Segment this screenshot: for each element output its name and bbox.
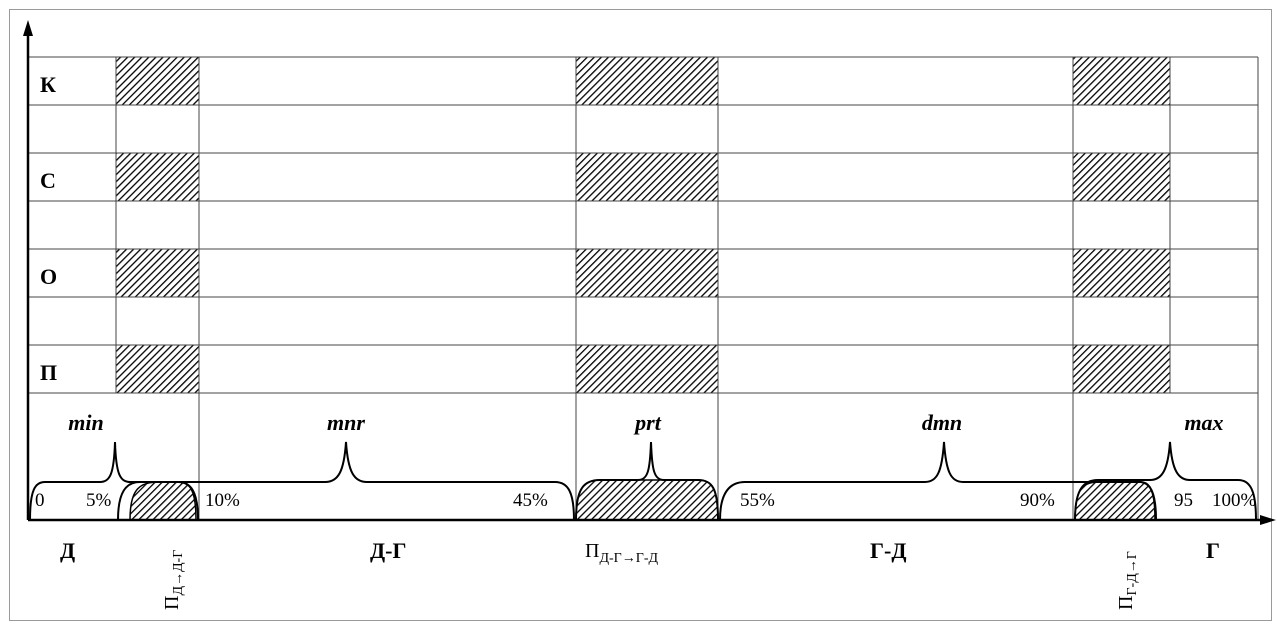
y-axis-arrow-icon — [23, 20, 33, 36]
hatch-cell — [116, 153, 199, 201]
hatch-cell — [116, 249, 199, 297]
zone-label-prt: prt — [633, 410, 662, 435]
transition-label-2: ПД-Г→Г-Д — [585, 540, 659, 566]
brace-max — [1074, 441, 1257, 521]
hatch-cell — [116, 345, 199, 393]
transition-label-1: ПД→Д-Г — [161, 550, 186, 610]
hatch-cell — [1073, 153, 1170, 201]
blob-2 — [575, 479, 719, 521]
percent-mark: 5% — [86, 490, 112, 511]
blob-3 — [1074, 481, 1156, 521]
hatch-cell — [576, 57, 718, 105]
percent-mark: 55% — [740, 490, 775, 511]
transition-sub: Г-Д→Г — [1125, 551, 1140, 595]
transition-main: П — [1115, 596, 1137, 610]
hatch-cell — [1073, 57, 1170, 105]
brace-dmn — [719, 441, 1157, 521]
braces — [29, 441, 1257, 521]
hatch-cell — [576, 345, 718, 393]
hatch-cell — [1073, 249, 1170, 297]
zone-label-mnr: mnr — [327, 410, 365, 435]
x-axis-arrow-icon — [1260, 515, 1276, 525]
zone-label-min: min — [68, 410, 103, 435]
percent-mark: 90% — [1020, 490, 1055, 511]
transition-sub: Д→Д-Г — [171, 550, 186, 596]
hatch-cell — [576, 249, 718, 297]
brace-min — [29, 441, 199, 521]
category-label-g-d: Г-Д — [870, 538, 906, 563]
row-label-k: К — [40, 72, 56, 97]
grid — [28, 56, 1259, 520]
row-label-s: С — [40, 168, 56, 193]
percent-mark: 10% — [205, 490, 240, 511]
zone-label-dmn: dmn — [922, 410, 962, 435]
axes — [23, 20, 1276, 525]
transition-label-3: ПГ-Д→Г — [1115, 551, 1140, 610]
hatch-cell — [116, 57, 199, 105]
blob-1 — [129, 481, 197, 521]
category-label-d-g: Д-Г — [370, 538, 406, 563]
hatched-cells — [116, 57, 1170, 393]
diagram-frame — [9, 9, 1272, 621]
row-label-o: О — [40, 264, 57, 289]
brace-mnr — [117, 441, 575, 521]
baseline-blobs — [129, 479, 1156, 521]
category-label-g: Г — [1206, 538, 1220, 563]
row-label-p: П — [40, 360, 57, 385]
transition-main: П — [161, 596, 183, 610]
hatch-cell — [576, 153, 718, 201]
percent-mark: 45% — [513, 490, 548, 511]
transition-main: П — [585, 540, 599, 562]
hatch-cell — [1073, 345, 1170, 393]
brace-prt — [575, 441, 719, 521]
percent-mark: 0 — [35, 490, 45, 511]
zone-label-max: max — [1184, 410, 1223, 435]
transition-sub: Д-Г→Г-Д — [599, 551, 658, 566]
category-label-d: Д — [60, 538, 75, 563]
percent-mark: 95 — [1174, 490, 1193, 511]
percent-mark: 100% — [1212, 490, 1257, 511]
